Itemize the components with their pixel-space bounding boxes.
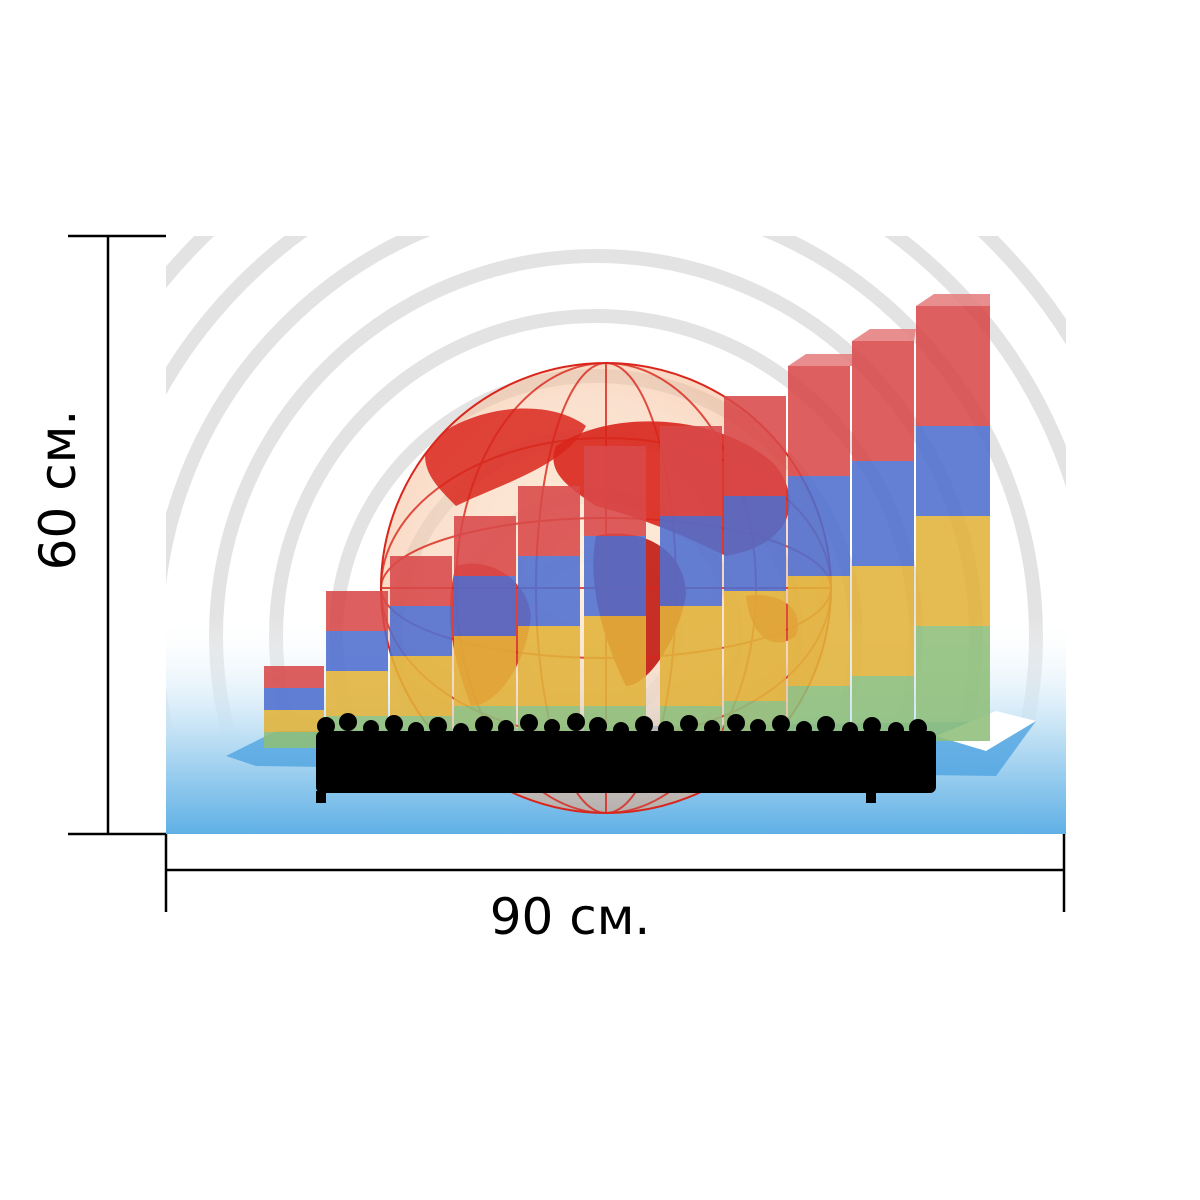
- poster-image: [166, 236, 1066, 834]
- bar-11: [916, 306, 990, 741]
- poster-illustration: [166, 236, 1066, 834]
- height-label: 60 см.: [29, 409, 87, 571]
- bar-1: [264, 666, 324, 748]
- bar-6: [584, 446, 646, 756]
- width-label: 90 см.: [489, 888, 651, 946]
- crowd-silhouettes: [316, 713, 936, 803]
